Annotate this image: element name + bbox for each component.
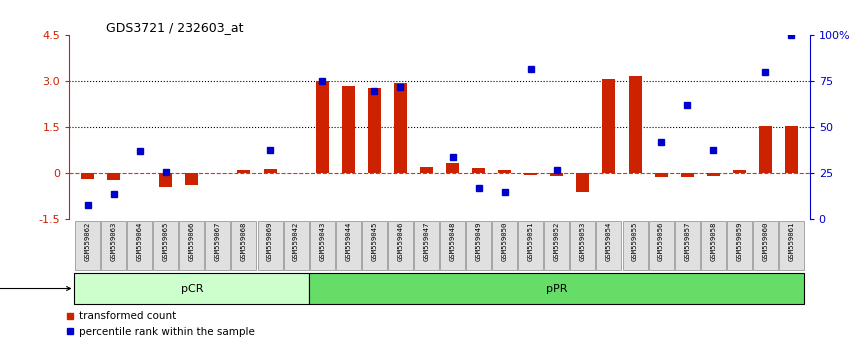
- FancyBboxPatch shape: [701, 221, 726, 270]
- Text: pCR: pCR: [181, 284, 203, 293]
- Text: GSM559069: GSM559069: [267, 222, 273, 261]
- FancyBboxPatch shape: [153, 221, 178, 270]
- FancyBboxPatch shape: [336, 221, 361, 270]
- Bar: [159, 173, 172, 187]
- Bar: [446, 163, 459, 173]
- Text: disease state: disease state: [0, 284, 70, 293]
- Text: GDS3721 / 232603_at: GDS3721 / 232603_at: [107, 21, 244, 34]
- FancyBboxPatch shape: [649, 221, 674, 270]
- FancyBboxPatch shape: [414, 221, 439, 270]
- FancyBboxPatch shape: [623, 221, 648, 270]
- Bar: [498, 170, 511, 173]
- FancyBboxPatch shape: [571, 221, 596, 270]
- Bar: [524, 173, 537, 175]
- Bar: [785, 126, 798, 173]
- Bar: [629, 76, 642, 173]
- Bar: [603, 79, 616, 173]
- Bar: [74, 273, 309, 304]
- Bar: [681, 173, 694, 177]
- Bar: [309, 273, 805, 304]
- Bar: [420, 167, 433, 173]
- FancyBboxPatch shape: [727, 221, 752, 270]
- FancyBboxPatch shape: [492, 221, 517, 270]
- Text: GSM559066: GSM559066: [189, 222, 195, 261]
- Text: GSM559054: GSM559054: [606, 222, 612, 261]
- Text: GSM559062: GSM559062: [85, 222, 91, 261]
- Text: GSM559050: GSM559050: [501, 222, 507, 261]
- FancyBboxPatch shape: [101, 221, 126, 270]
- FancyBboxPatch shape: [231, 221, 256, 270]
- Bar: [263, 169, 276, 173]
- FancyBboxPatch shape: [545, 221, 569, 270]
- Text: GSM559068: GSM559068: [241, 222, 247, 261]
- Text: pPR: pPR: [546, 284, 567, 293]
- Text: GSM559060: GSM559060: [762, 222, 768, 261]
- Text: GSM559051: GSM559051: [527, 222, 533, 261]
- Bar: [759, 126, 772, 173]
- FancyBboxPatch shape: [257, 221, 282, 270]
- FancyBboxPatch shape: [283, 221, 308, 270]
- Text: GSM559065: GSM559065: [163, 222, 169, 261]
- Bar: [342, 86, 355, 173]
- Text: GSM559048: GSM559048: [449, 222, 456, 261]
- Text: GSM559056: GSM559056: [658, 222, 664, 261]
- Bar: [237, 170, 250, 173]
- FancyBboxPatch shape: [675, 221, 700, 270]
- Bar: [472, 168, 485, 173]
- Legend: transformed count, percentile rank within the sample: transformed count, percentile rank withi…: [66, 312, 255, 337]
- Text: GSM559064: GSM559064: [137, 222, 143, 261]
- Text: GSM559045: GSM559045: [372, 222, 378, 261]
- FancyBboxPatch shape: [597, 221, 622, 270]
- Text: GSM559055: GSM559055: [632, 222, 638, 261]
- FancyBboxPatch shape: [310, 221, 334, 270]
- FancyBboxPatch shape: [179, 221, 204, 270]
- Bar: [707, 173, 720, 176]
- Bar: [733, 170, 746, 173]
- FancyBboxPatch shape: [440, 221, 465, 270]
- Bar: [368, 87, 381, 173]
- Text: GSM559061: GSM559061: [788, 222, 794, 261]
- Text: GSM559057: GSM559057: [684, 222, 690, 261]
- Text: GSM559052: GSM559052: [554, 222, 559, 261]
- FancyBboxPatch shape: [518, 221, 543, 270]
- FancyBboxPatch shape: [779, 221, 804, 270]
- Bar: [655, 173, 668, 177]
- Text: GSM559063: GSM559063: [111, 222, 117, 261]
- Bar: [185, 173, 198, 185]
- Bar: [315, 81, 329, 173]
- Text: GSM559046: GSM559046: [397, 222, 404, 261]
- Text: GSM559047: GSM559047: [423, 222, 430, 261]
- Text: GSM559043: GSM559043: [320, 222, 325, 261]
- Text: GSM559053: GSM559053: [580, 222, 586, 261]
- FancyBboxPatch shape: [388, 221, 413, 270]
- Text: GSM559049: GSM559049: [475, 222, 481, 261]
- Bar: [550, 173, 564, 176]
- FancyBboxPatch shape: [466, 221, 491, 270]
- Bar: [107, 173, 120, 179]
- Bar: [394, 83, 407, 173]
- Text: GSM559058: GSM559058: [710, 222, 716, 261]
- FancyBboxPatch shape: [75, 221, 100, 270]
- Bar: [577, 173, 590, 192]
- FancyBboxPatch shape: [753, 221, 778, 270]
- Text: GSM559042: GSM559042: [293, 222, 299, 261]
- FancyBboxPatch shape: [127, 221, 152, 270]
- Text: GSM559067: GSM559067: [215, 222, 221, 261]
- FancyBboxPatch shape: [205, 221, 230, 270]
- Bar: [81, 173, 94, 179]
- FancyBboxPatch shape: [362, 221, 387, 270]
- Text: GSM559059: GSM559059: [736, 222, 742, 261]
- Text: GSM559044: GSM559044: [346, 222, 352, 261]
